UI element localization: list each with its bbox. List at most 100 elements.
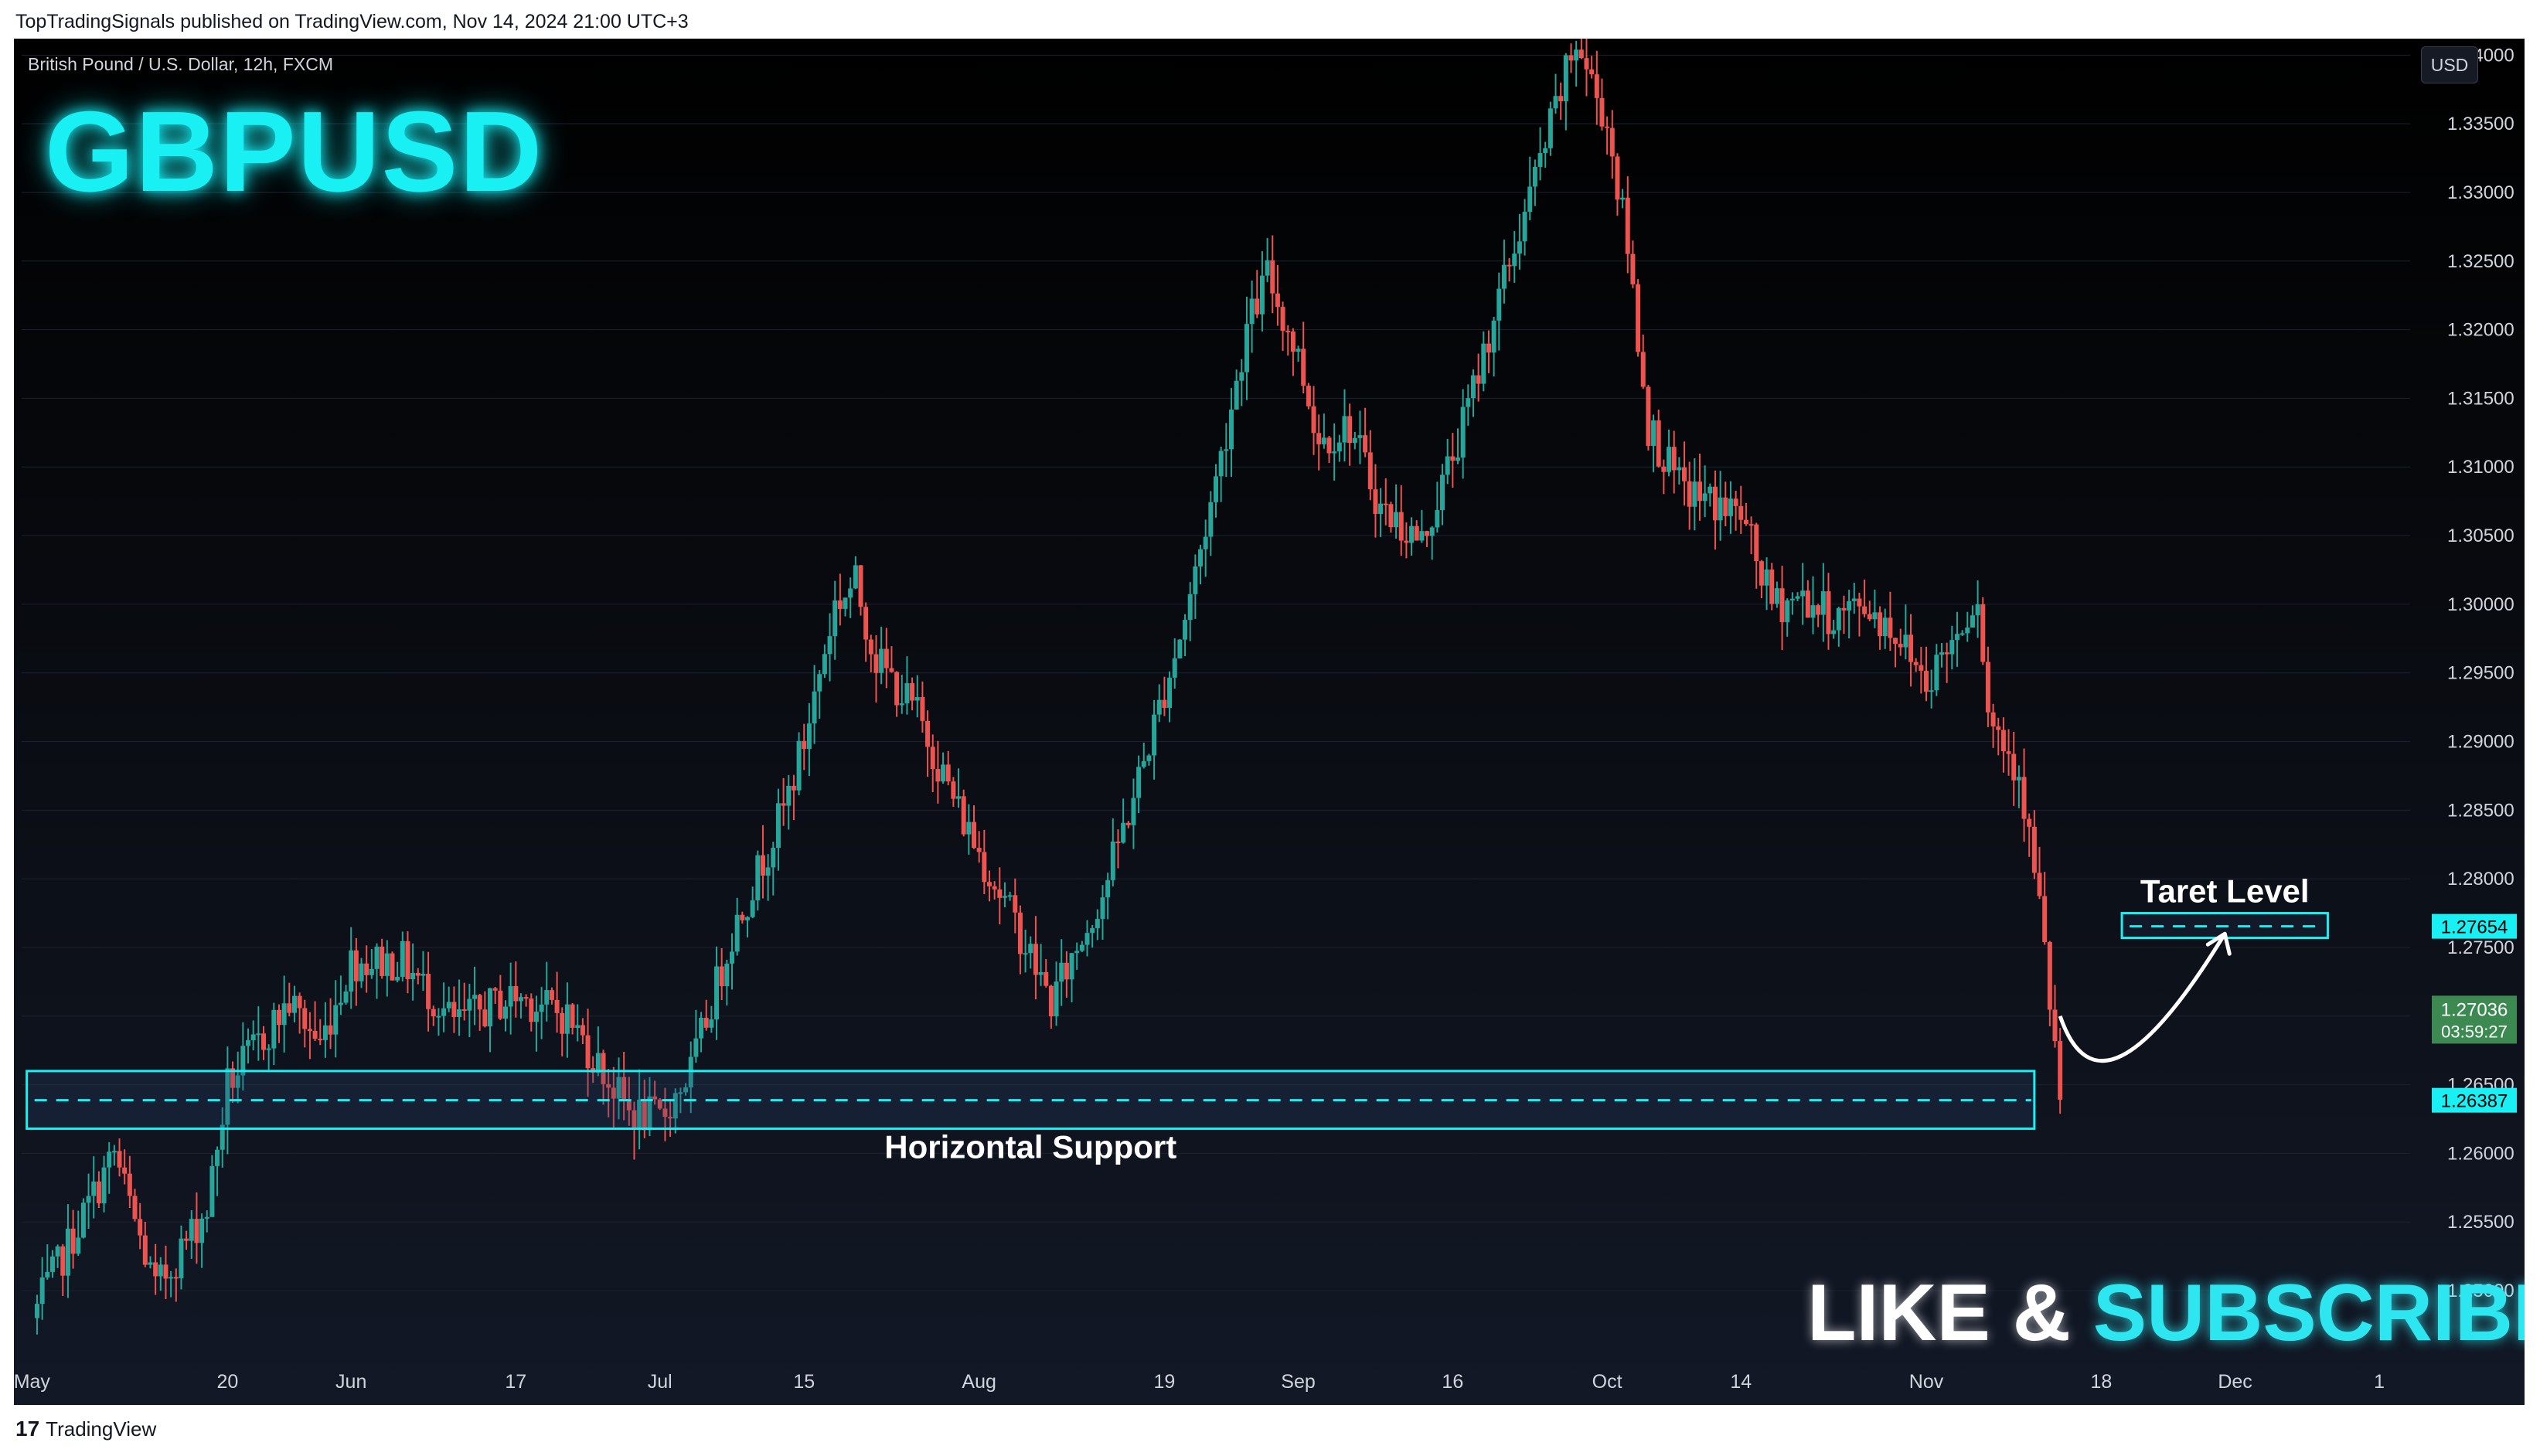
candle-body [750, 900, 755, 917]
currency-button[interactable]: USD [2421, 46, 2478, 83]
candle-body [1156, 699, 1162, 715]
candle-body [930, 747, 935, 770]
candle-body [1980, 604, 1986, 662]
candle-body [1367, 452, 1373, 490]
candle-body [1589, 69, 1595, 75]
candle-body [1275, 293, 1280, 308]
candle-body [482, 1009, 488, 1027]
candle-body [1898, 644, 1903, 648]
chart-panel[interactable]: Horizontal Support Taret Level 1.34000 1.3… [14, 39, 2525, 1405]
candle-body [1836, 607, 1841, 631]
support-label: Horizontal Support [884, 1128, 1176, 1165]
x-tick-label: 14 [1730, 1371, 1752, 1393]
candle-body [621, 1077, 627, 1101]
candle-body [765, 867, 771, 876]
candle-body [86, 1196, 91, 1203]
support-price-tag-bg [2432, 1087, 2517, 1113]
candle-body [492, 988, 498, 991]
candle-body [328, 1025, 333, 1035]
candle-body [1007, 895, 1013, 897]
candle-body [457, 1009, 462, 1017]
candle-body [199, 1218, 205, 1243]
candle-body [982, 852, 987, 883]
candle-body [436, 1015, 441, 1018]
candle-body [1826, 591, 1831, 634]
candle-body [796, 740, 802, 791]
candle-body [96, 1181, 101, 1204]
countdown-tag: 03:59:27 [2441, 1022, 2508, 1041]
candle-body [142, 1235, 148, 1265]
candle-body [616, 1077, 621, 1099]
candle-body [1172, 658, 1177, 678]
candle-body [611, 1087, 616, 1099]
candle-body [632, 1110, 637, 1130]
candle-body [1336, 442, 1342, 452]
candle-body [400, 941, 405, 977]
candle-body [1239, 372, 1244, 381]
candle-body [1069, 953, 1074, 980]
candle-body [395, 976, 400, 981]
candle-body [349, 950, 354, 992]
candle-body [1270, 260, 1275, 294]
candle-body [1079, 944, 1084, 951]
candle-body [827, 636, 832, 655]
candle-body [1878, 612, 1883, 637]
candle-body [1224, 449, 1229, 451]
candle-body [1167, 677, 1173, 708]
candle-body [1820, 591, 1826, 615]
candle-body [848, 588, 853, 598]
candle-body [1893, 638, 1898, 645]
candle-body [2042, 896, 2048, 942]
candle-body [1048, 985, 1054, 1017]
candle-body [951, 781, 956, 799]
y-tick-label: 1.30500 [2447, 526, 2514, 546]
candle-body [1620, 197, 1626, 200]
candle-body [693, 1038, 699, 1057]
candle-body [148, 1262, 153, 1265]
candle-body [266, 1048, 271, 1050]
candle-body [55, 1246, 60, 1257]
candle-body [544, 990, 550, 1005]
candle-body [498, 990, 503, 1019]
candle-body [1440, 475, 1445, 511]
candle-body [1795, 596, 1800, 599]
candle-body [1074, 951, 1080, 954]
candle-body [1990, 712, 1996, 726]
candle-body [45, 1271, 50, 1277]
candle-body [1959, 633, 1965, 635]
x-tick-label: 15 [793, 1371, 815, 1393]
candle-body [1162, 699, 1167, 708]
x-tick-label: 17 [505, 1371, 526, 1393]
candle-body [1193, 566, 1198, 594]
candle-body [513, 986, 519, 1002]
candle-layer [34, 39, 2063, 1335]
x-tick-label: 18 [2091, 1371, 2113, 1393]
candle-body [760, 855, 765, 876]
candle-body [1234, 380, 1239, 410]
candle-body [1743, 519, 1748, 525]
footer: 17 TradingView [15, 1417, 156, 1441]
candle-body [1255, 298, 1260, 315]
y-tick-label: 1.29500 [2447, 663, 2514, 684]
y-tick-label: 1.31000 [2447, 457, 2514, 478]
candle-body [1383, 503, 1388, 505]
candle-body [1460, 407, 1466, 458]
candle-body [775, 803, 781, 849]
big-title: GBPUSD [45, 88, 544, 216]
candle-body [461, 1009, 467, 1012]
candle-body [1352, 437, 1357, 444]
candle-body [518, 997, 523, 1002]
candle-body [2037, 873, 2042, 896]
candle-body [1656, 420, 1661, 467]
candle-body [966, 822, 972, 835]
candle-body [724, 963, 730, 987]
candle-body [1733, 498, 1738, 506]
candle-body [580, 1025, 585, 1036]
candle-body [169, 1277, 174, 1279]
candle-body [1136, 767, 1142, 798]
candle-body [215, 1149, 220, 1166]
candle-body [837, 600, 843, 609]
candle-body [1017, 912, 1023, 954]
candle-body [153, 1262, 158, 1277]
